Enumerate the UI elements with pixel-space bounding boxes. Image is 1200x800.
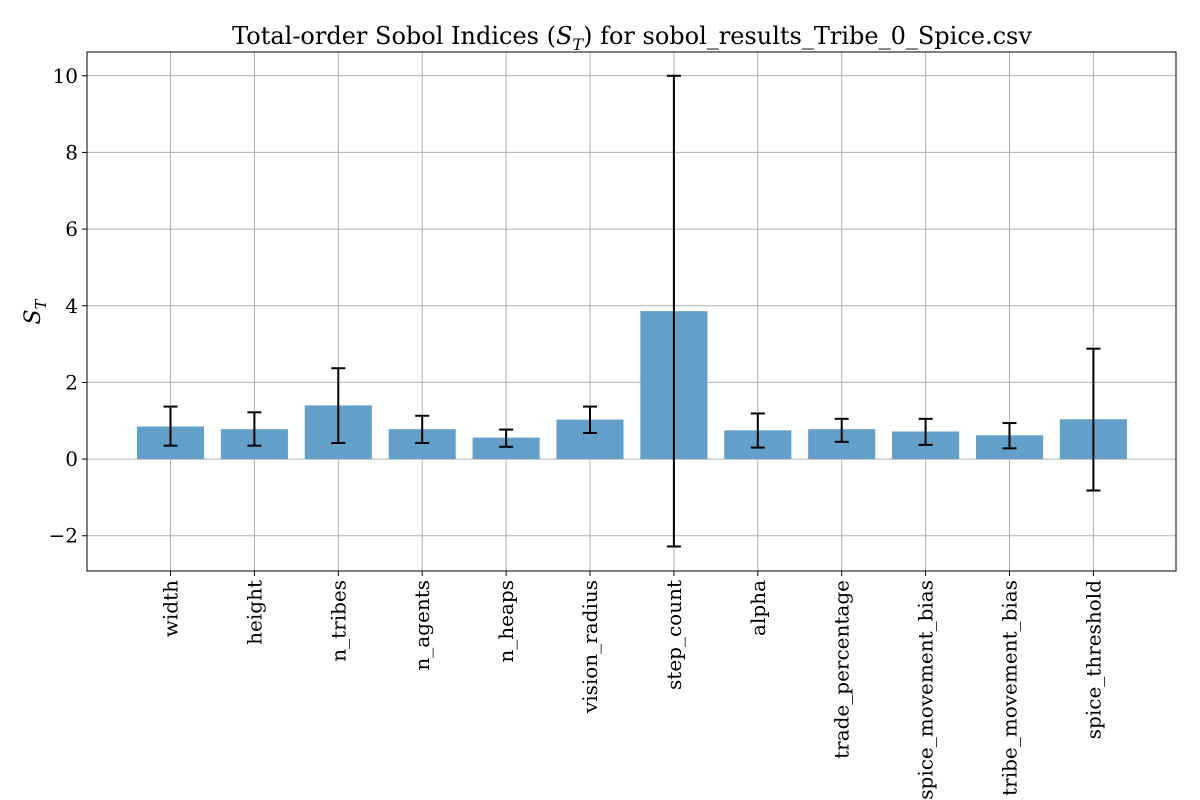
- bars: [136, 311, 1127, 460]
- x-tick-label-vision_radius: vision_radius: [578, 580, 602, 714]
- error-bar-spice_threshold: [1086, 347, 1101, 492]
- error-bar-height: [247, 411, 262, 447]
- error-bar-width: [163, 405, 178, 447]
- y-tick-label: −2: [49, 524, 78, 548]
- error-bar-n_tribes: [331, 367, 346, 444]
- x-tick-label-step_count: step_count: [662, 580, 686, 690]
- x-tick-label-n_tribes: n_tribes: [326, 580, 350, 662]
- y-tick-label: 2: [65, 370, 78, 394]
- error-bar-vision_radius: [583, 405, 597, 435]
- grid: [87, 52, 1176, 571]
- error-bar-tribe_movement_bias: [1002, 422, 1017, 450]
- bar-n_heaps: [472, 437, 540, 460]
- error-bar-trade_percentage: [834, 417, 849, 443]
- y-axis-label: ST: [21, 298, 50, 324]
- x-tick-label-spice_threshold: spice_threshold: [1081, 580, 1105, 739]
- x-tick-label-spice_movement_bias: spice_movement_bias: [914, 580, 938, 800]
- x-tick-label-tribe_movement_bias: tribe_movement_bias: [998, 580, 1022, 796]
- error-bar-step_count: [666, 74, 681, 548]
- x-ticks: width height n_tribes n_agents n_heaps vision…: [159, 571, 1105, 800]
- y-tick-label: 8: [65, 140, 78, 164]
- error-bar-spice_movement_bias: [918, 417, 933, 446]
- error-bar-alpha: [750, 412, 765, 449]
- y-tick-label: 10: [53, 64, 78, 88]
- x-tick-label-trade_percentage: trade_percentage: [830, 580, 854, 759]
- error-bar-n_agents: [415, 414, 430, 444]
- chart-title: Total-order Sobol Indices (ST) for sobol…: [232, 22, 1032, 54]
- error-bar-n_heaps: [499, 428, 514, 448]
- y-tick-label: 0: [65, 447, 78, 471]
- x-tick-label-width: width: [159, 580, 183, 637]
- plot-frame: [86, 51, 1177, 572]
- y-tick-label: 4: [65, 294, 78, 318]
- x-tick-label-n_heaps: n_heaps: [494, 580, 518, 663]
- x-tick-label-height: height: [242, 580, 266, 645]
- x-tick-label-alpha: alpha: [746, 580, 770, 636]
- y-tick-label: 6: [65, 217, 78, 241]
- x-tick-label-n_agents: n_agents: [410, 580, 434, 671]
- y-ticks: −2 0 2 4 6 8 10: [49, 64, 87, 548]
- error-bars: [163, 74, 1101, 548]
